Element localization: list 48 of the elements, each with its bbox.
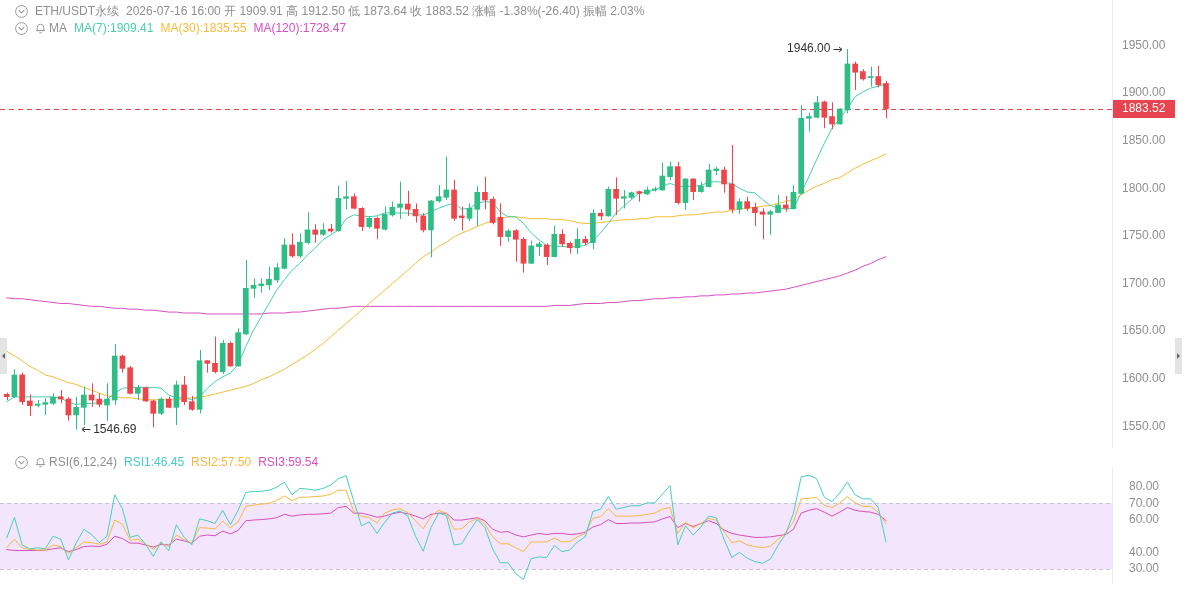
y-tick-label: 30.00 xyxy=(1129,561,1160,576)
y-tick-label: 40.00 xyxy=(1129,545,1160,559)
chart-subtitle: 2026-07-16 16:00 开 1909.91 高 1912.50 低 1873.64 收 1883.52 涨幅 -1.38%(-26.40) 振幅 2.03% xyxy=(126,4,645,18)
candlestick xyxy=(42,397,49,416)
candlestick xyxy=(752,202,758,227)
y-tick-label: 1800.00 xyxy=(1121,180,1166,195)
candlestick xyxy=(744,196,750,212)
candlestick xyxy=(620,189,627,209)
text: RSI2:57.50 xyxy=(191,455,252,469)
candlestick xyxy=(204,359,211,374)
candlestick xyxy=(189,395,195,412)
y-tick-label: 1950.00 xyxy=(1121,37,1166,52)
candlestick xyxy=(636,190,643,203)
text: MA(120):1728.47 xyxy=(253,21,347,35)
candlestick xyxy=(512,228,519,263)
y-tick-label: 1650.00 xyxy=(1121,323,1166,338)
text: RSI3:59.54 xyxy=(258,455,319,469)
candlestick xyxy=(374,216,380,240)
annotation: 1946.00 xyxy=(787,41,831,56)
candlestick xyxy=(343,180,349,210)
y-tick-label: 1550.00 xyxy=(1121,418,1166,433)
candlestick xyxy=(350,192,357,210)
candlestick xyxy=(50,392,56,406)
y-tick-label: 1750.00 xyxy=(1121,228,1166,243)
candlestick xyxy=(667,161,673,181)
y-tick-label: 1600.00 xyxy=(1121,371,1166,386)
candlestick xyxy=(135,384,141,401)
y-tick-label: 70.00 xyxy=(1129,495,1160,510)
y-tick-label: 1883.52 xyxy=(1121,100,1166,115)
y-tick-label: 1900.00 xyxy=(1121,85,1166,100)
chart-title: ETH/USDT永续 xyxy=(35,4,119,18)
y-tick-label: 1700.00 xyxy=(1121,275,1166,290)
candlestick xyxy=(127,365,133,395)
candlestick xyxy=(806,112,812,133)
legend-title: MA xyxy=(49,21,67,35)
candlestick xyxy=(474,185,481,227)
candlestick xyxy=(404,190,411,217)
text: MA(30):1835.55 xyxy=(160,21,247,35)
text: RSI1:46.45 xyxy=(124,455,185,469)
y-tick-label: 1850.00 xyxy=(1121,132,1166,147)
y-tick-label: 80.00 xyxy=(1129,479,1160,494)
candlestick xyxy=(613,176,619,216)
candlestick xyxy=(767,209,774,236)
candlestick xyxy=(96,392,103,408)
legend-title: RSI(6,12,24) xyxy=(49,455,118,469)
y-tick-label: 60.00 xyxy=(1129,512,1160,527)
text: MA(7):1909.41 xyxy=(74,21,154,35)
annotation: 1546.69 xyxy=(93,421,137,436)
